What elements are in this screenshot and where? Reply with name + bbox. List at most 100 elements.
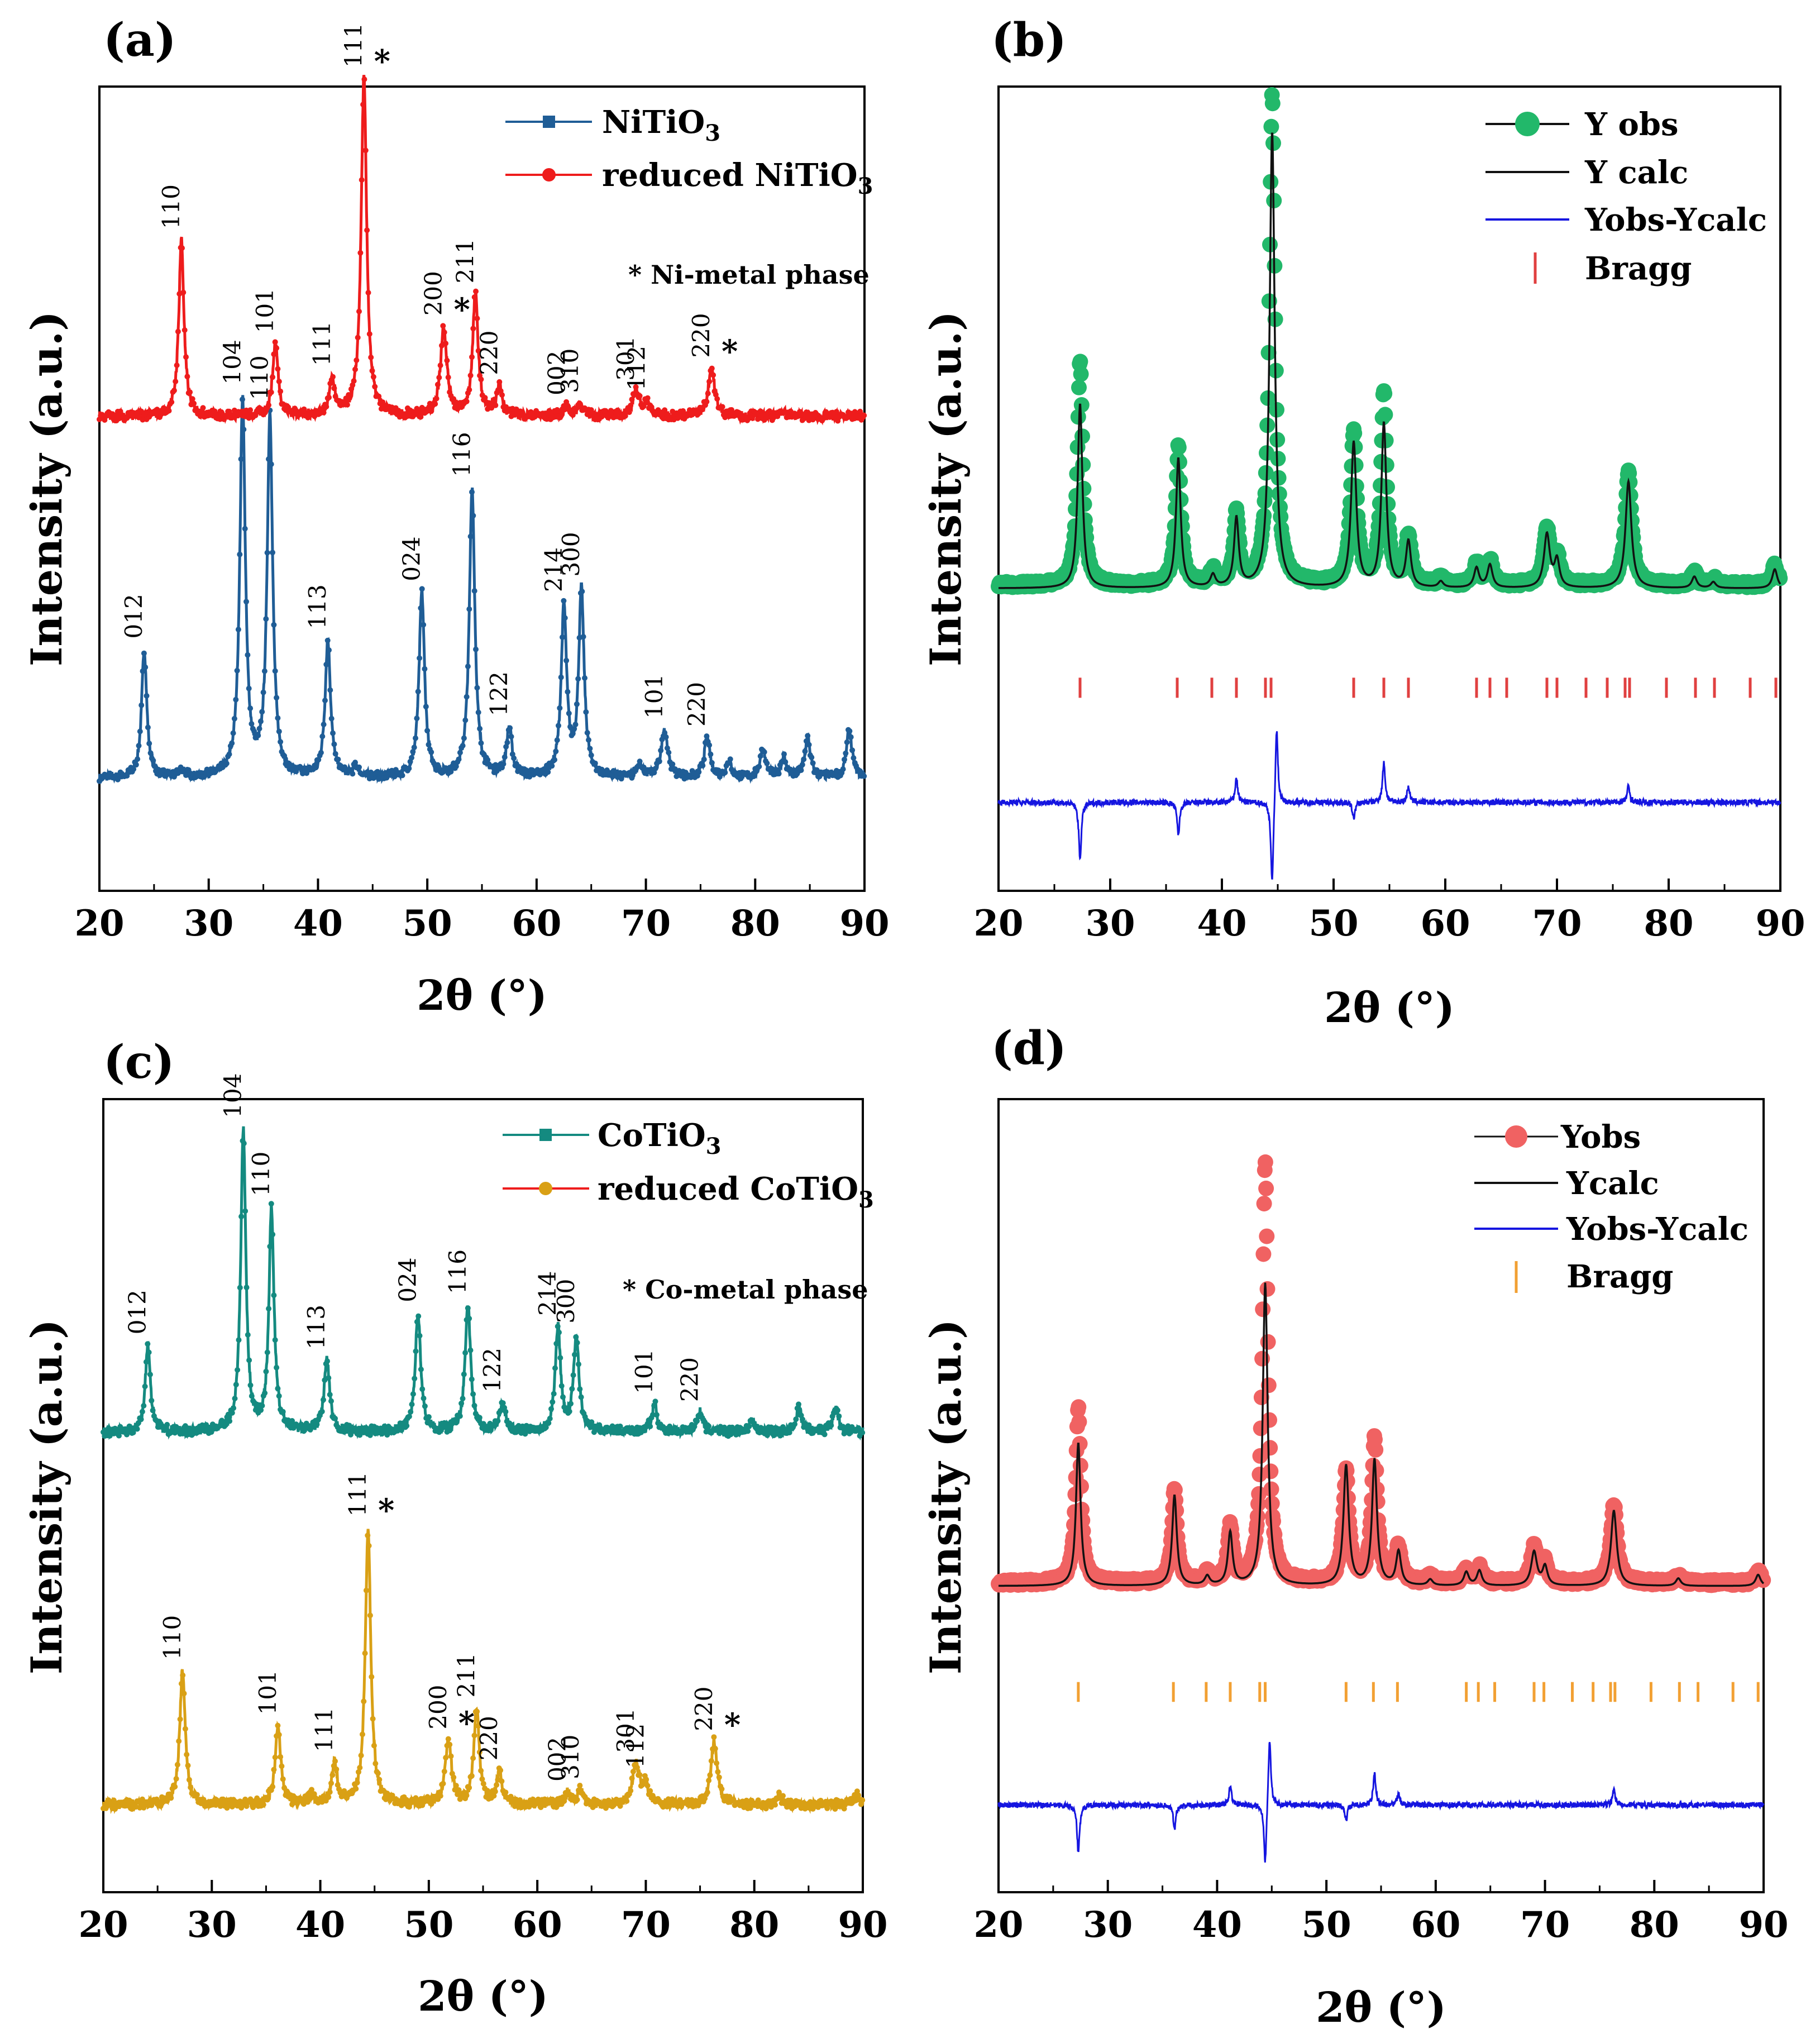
- data-point: [624, 1798, 630, 1804]
- data-point: [764, 760, 770, 766]
- data-point: [498, 1767, 504, 1773]
- data-point: [223, 1422, 229, 1428]
- data-point: [272, 1337, 278, 1343]
- data-point: [445, 1736, 451, 1742]
- data-point: [288, 762, 294, 768]
- data-point: [738, 776, 744, 781]
- data-point: [709, 760, 715, 766]
- data-point: [436, 1429, 442, 1435]
- data-point: [240, 397, 245, 403]
- data-point: [647, 1788, 653, 1794]
- data-point: [587, 746, 593, 752]
- data-point: [575, 676, 581, 682]
- data-point: [261, 668, 267, 674]
- data-point: [467, 373, 474, 379]
- data-point: [658, 747, 664, 753]
- x-tick-label: 30: [1083, 1904, 1133, 1946]
- peak-label: 111: [344, 1472, 371, 1516]
- peak-label: 211: [452, 1653, 480, 1697]
- data-point: [404, 1423, 410, 1429]
- data-point: [268, 461, 274, 467]
- data-point: [599, 414, 605, 420]
- peak-label: 310: [557, 1735, 584, 1779]
- data-point: [330, 374, 336, 380]
- data-point: [745, 1428, 751, 1434]
- panel-c-note: * Co-metal phase: [623, 1275, 868, 1305]
- data-point: [289, 1418, 295, 1424]
- panel-a-y-label: Intensity (a.u.): [22, 311, 71, 666]
- data-point: [570, 412, 576, 418]
- data-point: [644, 1783, 651, 1789]
- peak-label: 012: [120, 594, 147, 638]
- data-point: [356, 308, 362, 314]
- data-point: [264, 1349, 270, 1355]
- data-point: [554, 737, 560, 743]
- data-point: [321, 409, 327, 416]
- data-point: [177, 1716, 183, 1722]
- panel-d-x-ticks: 20 30 40 50 60 70 80 90: [973, 1880, 1789, 1946]
- data-point: [570, 1372, 576, 1378]
- data-point: [184, 1751, 190, 1758]
- data-point: [163, 1427, 169, 1433]
- data-point: [465, 664, 471, 670]
- data-point: [480, 1421, 486, 1427]
- data-point: [417, 1333, 423, 1339]
- data-point: [501, 754, 508, 760]
- data-point: [844, 739, 850, 745]
- data-point: [726, 413, 732, 419]
- yobs-point: [1257, 485, 1273, 502]
- panel-a-note: * Ni-metal phase: [628, 260, 870, 290]
- data-point: [662, 407, 668, 413]
- x-tick-label: 60: [1411, 1904, 1460, 1946]
- data-point: [366, 1543, 372, 1549]
- panel-d-label: (d): [991, 1022, 1067, 1075]
- data-point: [372, 384, 378, 390]
- data-point: [641, 403, 647, 409]
- x-tick-label: 80: [1644, 903, 1693, 944]
- data-point: [780, 1793, 786, 1799]
- yobs-point: [1270, 470, 1287, 486]
- data-point: [266, 1306, 272, 1312]
- panel-c-legend: CoTiO3 reduced CoTiO3: [503, 1117, 874, 1213]
- data-point: [549, 763, 555, 769]
- data-point: [242, 1208, 249, 1214]
- data-point: [137, 728, 143, 734]
- data-point: [249, 1393, 255, 1399]
- data-point: [573, 1334, 579, 1340]
- data-point: [537, 771, 543, 777]
- data-point: [266, 456, 271, 462]
- data-point: [833, 767, 839, 774]
- data-point: [806, 742, 812, 748]
- data-point: [280, 1409, 286, 1415]
- data-point: [187, 389, 193, 395]
- data-point: [782, 759, 789, 765]
- data-point: [247, 407, 254, 413]
- data-point: [652, 1398, 658, 1405]
- data-point: [243, 1285, 250, 1291]
- panel-b-x-ticks: 20 30 40 50 60 70 80 90: [973, 879, 1805, 944]
- data-point: [466, 606, 472, 612]
- data-point: [591, 410, 597, 417]
- data-point: [238, 1214, 245, 1220]
- data-point: [272, 668, 278, 674]
- data-point: [803, 409, 809, 415]
- legend-label-reduced-cotio3: reduced CoTiO3: [598, 1171, 874, 1213]
- data-point: [592, 760, 598, 766]
- data-point: [161, 405, 167, 411]
- data-point: [275, 715, 281, 721]
- data-point: [555, 1323, 561, 1329]
- panel-b-label: (b): [991, 13, 1067, 67]
- legend-marker-cotio3: [539, 1129, 552, 1141]
- yobs-point: [1262, 1440, 1278, 1456]
- legend-marker-reduced-cotio3: [539, 1182, 552, 1195]
- x-tick-label: 90: [1738, 1904, 1788, 1946]
- data-point: [270, 1231, 276, 1238]
- data-point: [146, 741, 152, 747]
- data-point: [445, 374, 451, 380]
- yobs-point: [1377, 407, 1393, 423]
- data-point: [485, 757, 491, 763]
- data-point: [270, 374, 275, 380]
- series-line-0: [98, 395, 866, 784]
- data-point: [705, 390, 711, 397]
